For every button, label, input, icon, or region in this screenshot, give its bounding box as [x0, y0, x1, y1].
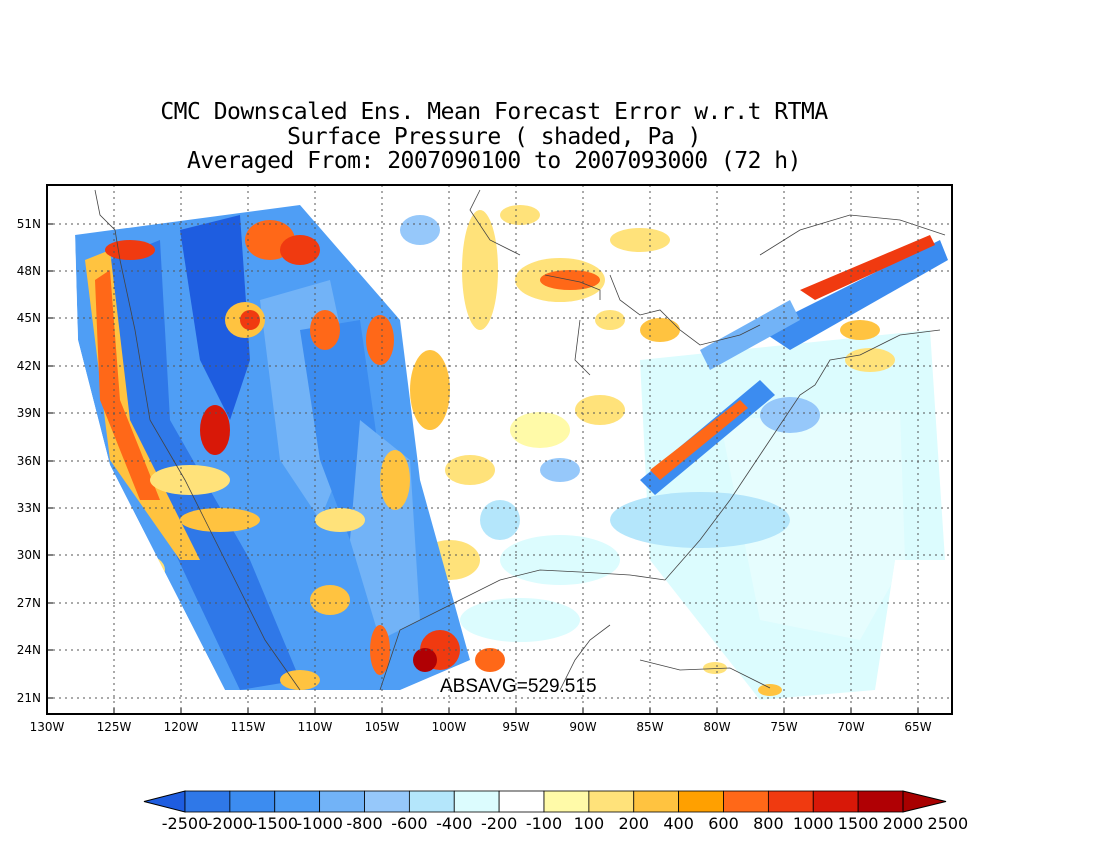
colorbar-box: [543, 790, 590, 813]
lon-tick-label: 125W: [97, 720, 132, 734]
colorbar-label: 400: [663, 814, 694, 833]
colorbar-box: [229, 790, 276, 813]
lon-tick-label: 90W: [569, 720, 596, 734]
lon-tick-label: 75W: [770, 720, 797, 734]
colorbar-box: [633, 790, 680, 813]
colorbar-left-arrow: [143, 790, 186, 813]
colorbar-label: 1500: [838, 814, 879, 833]
lat-tick-label: 33N: [17, 501, 41, 515]
colorbar-box: [364, 790, 410, 813]
colorbar-box: [588, 790, 635, 813]
lat-tick-label: 30N: [17, 548, 41, 562]
colorbar-box: [678, 790, 724, 813]
colorbar-box: [184, 790, 231, 813]
lon-tick-label: 85W: [636, 720, 663, 734]
colorbar-label: -2500: [162, 814, 209, 833]
title-line-1: CMC Downscaled Ens. Mean Forecast Error …: [160, 99, 828, 125]
colorbar-box: [812, 790, 859, 813]
colorbar-label: 2500: [928, 814, 969, 833]
colorbar-boxes: [143, 790, 947, 813]
colorbar-box: [453, 790, 500, 813]
lat-tick-label: 24N: [17, 643, 41, 657]
colorbar-label: 200: [618, 814, 649, 833]
absavg-label: ABSAVG=529.515: [440, 676, 597, 697]
title-line-2: Surface Pressure ( shaded, Pa ): [287, 123, 701, 150]
map-title: CMC Downscaled Ens. Mean Forecast Error …: [0, 100, 988, 174]
title-line-3: Averaged From: 2007090100 to 2007093000 …: [187, 148, 801, 174]
lon-tick-label: 105W: [365, 720, 400, 734]
lat-tick-label: 42N: [17, 359, 41, 373]
colorbar-box: [498, 790, 545, 813]
coastlines: [94, 189, 946, 691]
colorbar-label: -600: [391, 814, 427, 833]
lon-tick-label: 80W: [703, 720, 730, 734]
colorbar-label: -800: [346, 814, 382, 833]
colorbar-label: -1000: [296, 814, 343, 833]
lon-axis-labels: 130W 125W 120W 115W 110W 105W 100W 95W 90W 85W 80W…: [30, 708, 932, 734]
lat-tick-label: 21N: [17, 691, 41, 705]
lat-tick-label: 45N: [17, 311, 41, 325]
colorbar-label: -200: [481, 814, 517, 833]
colorbar-label: -100: [526, 814, 562, 833]
shaded-field: [75, 196, 950, 705]
lon-tick-label: 115W: [231, 720, 266, 734]
colorbar-label: -1500: [252, 814, 299, 833]
lon-tick-label: 95W: [502, 720, 529, 734]
lon-tick-label: 130W: [30, 720, 65, 734]
lon-tick-label: 65W: [904, 720, 931, 734]
colorbar-label: 100: [574, 814, 605, 833]
lat-tick-label: 39N: [17, 406, 41, 420]
colorbar-box: [723, 790, 769, 813]
colorbar-label: -2000: [207, 814, 254, 833]
lat-axis-labels: 51N 48N 45N 42N 39N 36N 33N 30N 27N 24N 21N: [17, 217, 53, 705]
colorbar-box: [274, 790, 321, 813]
colorbar-label: 1000: [793, 814, 834, 833]
lon-tick-label: 120W: [164, 720, 199, 734]
lat-grid: [47, 223, 952, 699]
colorbar-box: [857, 790, 904, 813]
lat-tick-label: 36N: [17, 454, 41, 468]
map-frame: [46, 184, 953, 715]
colorbar-label: 800: [753, 814, 784, 833]
lat-tick-label: 51N: [17, 217, 41, 231]
colorbar-box: [408, 790, 455, 813]
colorbar-labels: -2500-2000-1500-1000 -800 -600 -400 -200 -100…: [162, 814, 968, 833]
lat-tick-label: 27N: [17, 596, 41, 610]
colorbar-box: [319, 790, 365, 813]
colorbar-right-arrow: [902, 790, 947, 813]
lon-tick-label: 100W: [432, 720, 467, 734]
colorbar-label: 600: [708, 814, 739, 833]
colorbar-label: -400: [436, 814, 472, 833]
colorbar-label: 2000: [883, 814, 924, 833]
lon-tick-label: 110W: [298, 720, 333, 734]
lat-tick-label: 48N: [17, 264, 41, 278]
lon-tick-label: 70W: [837, 720, 864, 734]
lon-grid: [113, 185, 919, 714]
colorbar-box: [767, 790, 814, 813]
